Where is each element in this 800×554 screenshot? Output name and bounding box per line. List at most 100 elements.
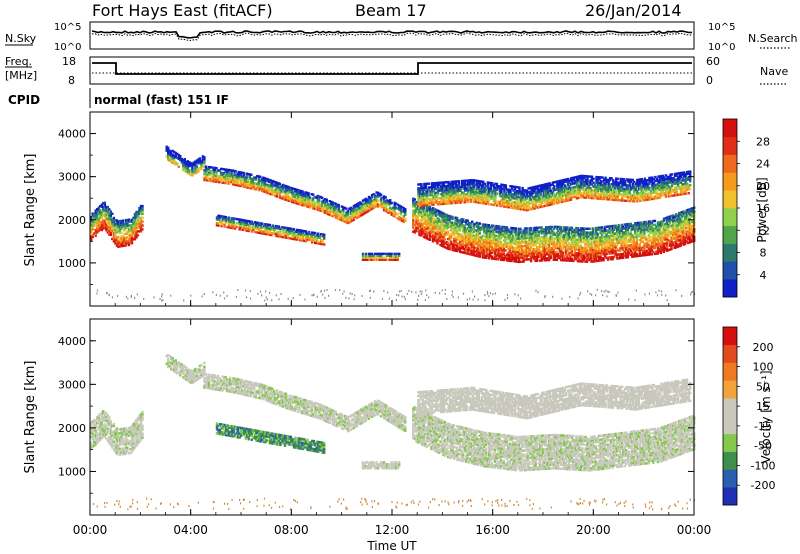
scatter-cell	[687, 241, 690, 245]
scatter-cell	[617, 241, 620, 244]
scatter-cell	[522, 229, 525, 232]
scatter-cell	[505, 255, 509, 258]
scatter-cell	[640, 238, 643, 242]
scatter-cell	[513, 231, 516, 234]
scatter-cell	[340, 209, 344, 212]
scatter-cell	[349, 220, 353, 223]
scatter-cell	[611, 232, 614, 235]
scatter-cell	[434, 214, 438, 217]
scatter-cell	[474, 240, 477, 244]
scatter-cell	[570, 238, 574, 241]
scatter-cell	[255, 221, 258, 224]
scatter-cell	[432, 195, 435, 199]
scatter-cell	[204, 165, 208, 168]
scatter-cell	[227, 222, 231, 225]
scatter-cell	[436, 238, 439, 241]
scatter-cell	[478, 222, 481, 225]
scatter-cell	[219, 171, 223, 174]
scatter-cell	[597, 257, 601, 260]
scatter-cell	[658, 232, 661, 236]
scatter-cell	[665, 234, 669, 237]
scatter-cell	[543, 247, 546, 250]
scatter-cell	[185, 164, 188, 168]
scatter-cell	[625, 244, 628, 247]
scatter-cell	[643, 222, 646, 226]
scatter-cell	[647, 234, 651, 237]
scatter-cell	[579, 244, 583, 247]
scatter-cell	[517, 251, 521, 254]
scatter-cell	[315, 206, 318, 209]
scatter-cell	[575, 238, 578, 241]
scatter-cell	[215, 180, 218, 183]
scatter-cell	[191, 172, 194, 175]
scatter-cell	[102, 206, 105, 209]
scatter-cell	[96, 231, 99, 234]
scatter-cell	[93, 220, 96, 224]
scatter-cell	[668, 248, 672, 251]
scatter-cell	[247, 229, 250, 233]
scatter-cell	[585, 239, 589, 242]
scatter-cell	[602, 241, 605, 244]
scatter-cell	[638, 248, 641, 252]
scatter-cell	[453, 196, 456, 199]
scatter-cell	[588, 252, 592, 256]
scatter-cell	[273, 230, 276, 233]
scatter-cell	[458, 240, 462, 244]
scatter-cell	[105, 205, 108, 209]
scatter-cell	[279, 227, 282, 231]
scatter-cell	[465, 196, 468, 200]
scatter-cell	[626, 240, 629, 243]
scatter-cell	[424, 234, 427, 237]
scatter-cell	[91, 226, 94, 229]
scatter-cell	[653, 231, 657, 234]
scatter-cell	[498, 256, 501, 259]
scatter-cell	[572, 228, 575, 232]
scatter-cell	[307, 201, 310, 205]
scatter-cell	[105, 225, 108, 228]
scatter-cell	[623, 254, 626, 257]
scatter-cell	[452, 231, 456, 235]
scatter-cell	[563, 257, 566, 260]
scatter-cell	[320, 233, 323, 236]
scatter-cell	[613, 255, 616, 259]
scatter-cell	[114, 234, 117, 237]
scatter-cell	[90, 215, 93, 219]
scatter-cell	[427, 201, 431, 205]
scatter-cell	[471, 180, 474, 184]
scatter-cell	[569, 238, 572, 241]
scatter-cell	[498, 242, 501, 246]
scatter-cell	[361, 258, 365, 261]
scatter-cell	[337, 204, 340, 207]
scatter-cell	[582, 250, 586, 254]
scatter-cell	[638, 242, 641, 246]
scatter-cell	[221, 177, 224, 180]
scatter-cell	[688, 241, 691, 244]
scatter-cell	[94, 213, 97, 216]
scatter-cell	[475, 241, 478, 244]
scatter-cell	[652, 250, 655, 254]
scatter-cell	[673, 244, 676, 248]
scatter-cell	[519, 235, 522, 238]
scatter-cell	[292, 199, 295, 202]
scatter-cell	[483, 231, 486, 234]
scatter-cell	[667, 219, 670, 223]
scatter-cell	[455, 230, 459, 233]
scatter-cell	[442, 192, 446, 196]
scatter-cell	[545, 251, 548, 254]
scatter-cell	[300, 231, 303, 234]
scatter-cell	[428, 230, 432, 234]
scatter-cell	[276, 225, 279, 228]
scatter-cell	[465, 230, 468, 234]
scatter-cell	[250, 185, 253, 188]
scatter-cell	[413, 211, 416, 215]
scatter-cell	[472, 250, 475, 253]
scatter-cell	[302, 202, 306, 205]
scatter-cell	[124, 224, 128, 228]
scatter-cell	[235, 181, 238, 185]
scatter-cell	[622, 256, 625, 259]
scatter-cell	[282, 232, 285, 235]
scatter-cell	[192, 161, 196, 164]
scatter-cell	[519, 243, 522, 246]
scatter-cell	[563, 255, 566, 258]
scatter-cell	[424, 220, 427, 224]
